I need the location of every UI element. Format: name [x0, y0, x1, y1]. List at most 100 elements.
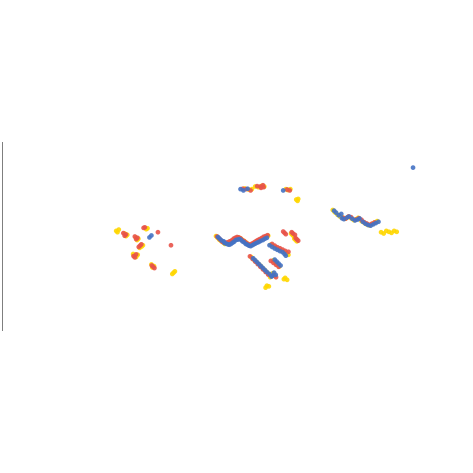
Point: [279, 187, 287, 195]
Point: [274, 260, 282, 268]
Point: [238, 236, 245, 244]
Point: [129, 251, 137, 258]
Point: [256, 183, 264, 191]
Point: [352, 216, 359, 223]
Point: [334, 212, 342, 219]
Point: [267, 273, 275, 280]
Point: [122, 231, 130, 238]
Point: [271, 256, 278, 264]
Point: [231, 235, 239, 242]
Point: [252, 258, 260, 266]
Point: [224, 241, 231, 248]
Point: [288, 231, 296, 239]
Point: [294, 237, 301, 245]
Point: [248, 241, 255, 248]
Point: [284, 251, 292, 259]
Point: [215, 236, 223, 244]
Point: [140, 225, 147, 232]
Point: [233, 236, 241, 244]
Point: [355, 215, 362, 222]
Point: [294, 196, 301, 203]
Point: [272, 245, 280, 252]
Point: [240, 237, 247, 245]
Point: [365, 222, 373, 229]
Point: [131, 254, 139, 262]
Point: [112, 228, 120, 235]
Point: [239, 187, 247, 195]
Point: [244, 241, 252, 248]
Point: [134, 236, 142, 243]
Point: [132, 251, 140, 259]
Point: [278, 246, 286, 254]
Point: [249, 255, 256, 263]
Point: [262, 284, 269, 292]
Point: [253, 238, 260, 245]
Point: [265, 242, 273, 249]
Point: [275, 263, 283, 271]
Point: [257, 263, 264, 270]
Point: [148, 232, 155, 240]
Point: [266, 274, 273, 281]
Point: [219, 238, 227, 245]
Point: [280, 248, 287, 256]
Point: [245, 186, 252, 194]
Point: [217, 237, 225, 245]
Point: [132, 254, 140, 261]
Point: [218, 238, 226, 246]
Point: [136, 242, 144, 250]
Point: [271, 242, 278, 250]
Point: [259, 182, 266, 190]
Point: [260, 266, 268, 274]
Point: [253, 259, 261, 266]
Point: [293, 238, 300, 245]
Point: [253, 239, 261, 247]
Point: [289, 230, 296, 237]
Point: [259, 266, 266, 273]
Point: [340, 216, 347, 223]
Point: [359, 219, 366, 226]
Point: [135, 244, 142, 251]
Point: [271, 272, 278, 280]
Point: [281, 231, 289, 238]
Point: [281, 247, 289, 255]
Point: [150, 263, 158, 270]
Point: [370, 219, 378, 227]
Point: [338, 215, 345, 222]
Point: [238, 238, 246, 245]
Point: [139, 242, 147, 249]
Point: [132, 234, 140, 242]
Point: [241, 238, 248, 246]
Point: [251, 239, 259, 246]
Point: [268, 241, 275, 248]
Point: [364, 222, 371, 229]
Point: [368, 220, 375, 228]
Point: [269, 243, 277, 250]
Point: [264, 283, 272, 290]
Point: [234, 234, 241, 242]
Point: [331, 209, 338, 217]
Point: [385, 228, 392, 236]
Point: [281, 186, 289, 193]
Point: [232, 236, 239, 244]
Point: [283, 186, 290, 194]
Point: [293, 236, 300, 244]
Point: [250, 241, 257, 248]
Point: [119, 230, 127, 237]
Point: [137, 241, 145, 248]
Point: [263, 235, 270, 242]
Point: [269, 272, 277, 280]
Point: [236, 236, 244, 244]
Point: [243, 241, 251, 249]
Point: [291, 231, 298, 239]
Point: [220, 239, 228, 247]
Point: [291, 236, 299, 244]
Point: [254, 238, 262, 246]
Point: [360, 219, 368, 227]
Point: [227, 241, 235, 248]
Point: [258, 235, 266, 243]
Point: [262, 233, 270, 241]
Point: [255, 236, 263, 243]
Point: [227, 238, 234, 246]
Point: [350, 217, 357, 224]
Point: [221, 241, 228, 248]
